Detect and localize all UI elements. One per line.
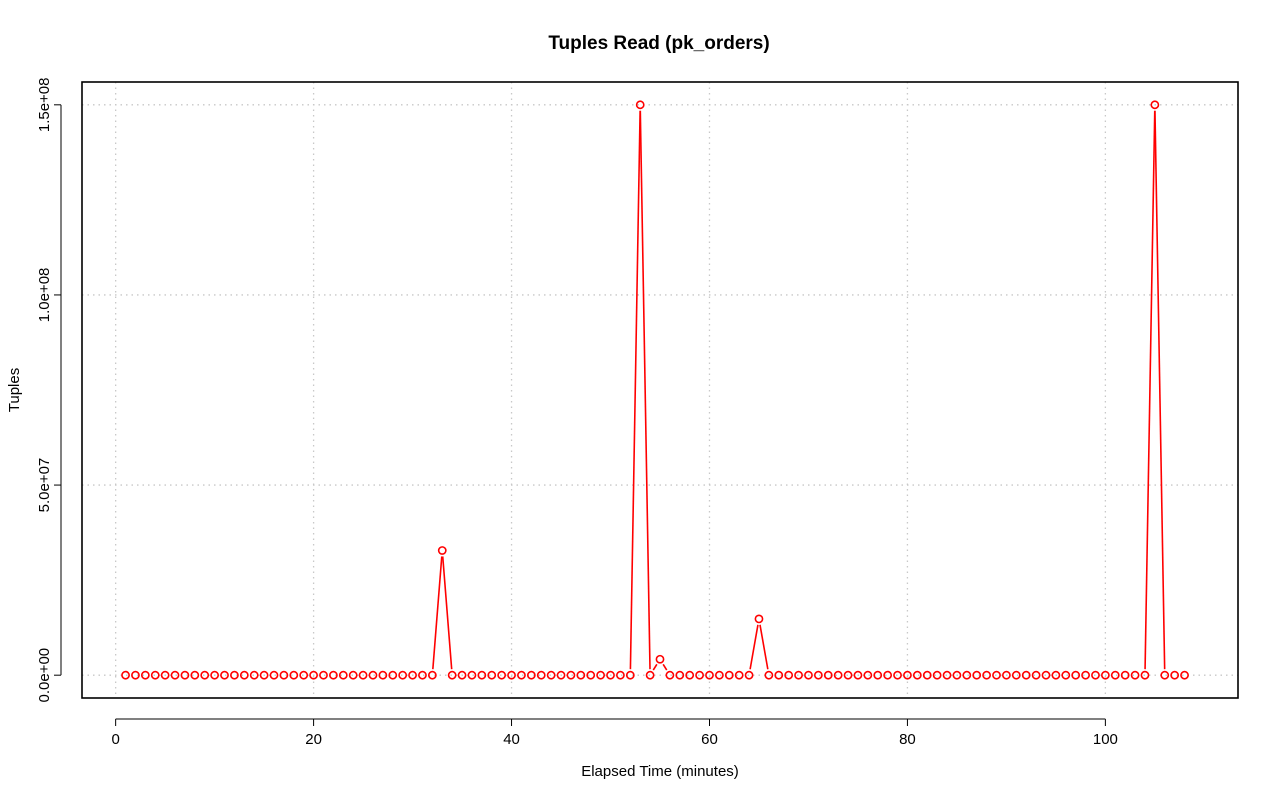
y-axis-label: Tuples xyxy=(6,368,23,412)
series-0-segment-53 xyxy=(653,664,657,670)
x-tick-label-2: 40 xyxy=(503,731,520,748)
series-0-point-8 xyxy=(201,672,208,679)
series-0-point-45 xyxy=(567,672,574,679)
series-0-point-75 xyxy=(864,672,871,679)
series-0-point-78 xyxy=(894,672,901,679)
series-0-segment-64 xyxy=(760,625,768,669)
series-0-point-13 xyxy=(251,672,258,679)
y-tick-label-2: 1.0e+08 xyxy=(36,268,53,323)
y-tick-label-1: 5.0e+07 xyxy=(36,458,53,513)
series-0-point-35 xyxy=(468,672,475,679)
y-tick-label-0: 0.0e+00 xyxy=(36,648,53,703)
series-0-segment-32 xyxy=(443,556,452,669)
series-0-point-25 xyxy=(369,672,376,679)
series-0-point-88 xyxy=(993,672,1000,679)
series-0-point-63 xyxy=(745,672,752,679)
series-0-point-55 xyxy=(666,672,673,679)
series-0-segment-52 xyxy=(640,111,650,669)
x-tick-label-5: 100 xyxy=(1093,731,1118,748)
series-0-segment-51 xyxy=(630,111,640,669)
series-0-point-0 xyxy=(122,672,129,679)
series xyxy=(122,101,1188,679)
series-0-point-48 xyxy=(597,672,604,679)
x-tick-label-0: 0 xyxy=(111,731,119,748)
series-0-point-60 xyxy=(716,672,723,679)
series-0-point-28 xyxy=(399,672,406,679)
x-tick-label-3: 60 xyxy=(701,731,718,748)
series-0-point-73 xyxy=(844,672,851,679)
series-0-point-23 xyxy=(350,672,357,679)
series-0-point-54 xyxy=(656,656,663,663)
series-0-point-70 xyxy=(815,672,822,679)
series-0-point-68 xyxy=(795,672,802,679)
x-tick-label-4: 80 xyxy=(899,731,916,748)
series-0-point-80 xyxy=(914,672,921,679)
series-0-point-95 xyxy=(1062,672,1069,679)
plot-frame xyxy=(82,82,1238,698)
series-0-point-50 xyxy=(617,672,624,679)
series-0-segment-103 xyxy=(1145,111,1155,669)
series-0-point-53 xyxy=(647,672,654,679)
series-0-point-32 xyxy=(439,547,446,554)
series-0-point-15 xyxy=(270,672,277,679)
series-0-point-20 xyxy=(320,672,327,679)
axes: 0 20 40 60 80 100 0.0e+00 5.0e+07 1.0e+08 1.5e+08 xyxy=(36,77,1118,748)
series-0-point-38 xyxy=(498,672,505,679)
series-0-point-90 xyxy=(1013,672,1020,679)
series-0-point-85 xyxy=(963,672,970,679)
series-0-point-64 xyxy=(755,615,762,622)
chart-title: Tuples Read (pk_orders) xyxy=(548,33,769,54)
series-0-point-40 xyxy=(518,672,525,679)
series-0-point-30 xyxy=(419,672,426,679)
series-0-point-33 xyxy=(449,672,456,679)
series-0-point-83 xyxy=(943,672,950,679)
y-tick-label-3: 1.5e+08 xyxy=(36,77,53,132)
series-0-point-43 xyxy=(548,672,555,679)
series-0-point-100 xyxy=(1112,672,1119,679)
series-0-point-5 xyxy=(171,672,178,679)
x-tick-label-1: 20 xyxy=(305,731,322,748)
x-axis-label: Elapsed Time (minutes) xyxy=(581,763,739,780)
series-0-point-3 xyxy=(152,672,159,679)
series-0-point-58 xyxy=(696,672,703,679)
series-0-segment-63 xyxy=(750,625,758,669)
series-0-point-10 xyxy=(221,672,228,679)
grid xyxy=(82,82,1238,698)
series-0-point-65 xyxy=(765,672,772,679)
series-0-segment-104 xyxy=(1155,111,1165,669)
series-0-point-18 xyxy=(300,672,307,679)
series-0-segment-54 xyxy=(663,664,667,670)
series-0-point-105 xyxy=(1161,672,1168,679)
series-0-segment-31 xyxy=(433,556,442,669)
